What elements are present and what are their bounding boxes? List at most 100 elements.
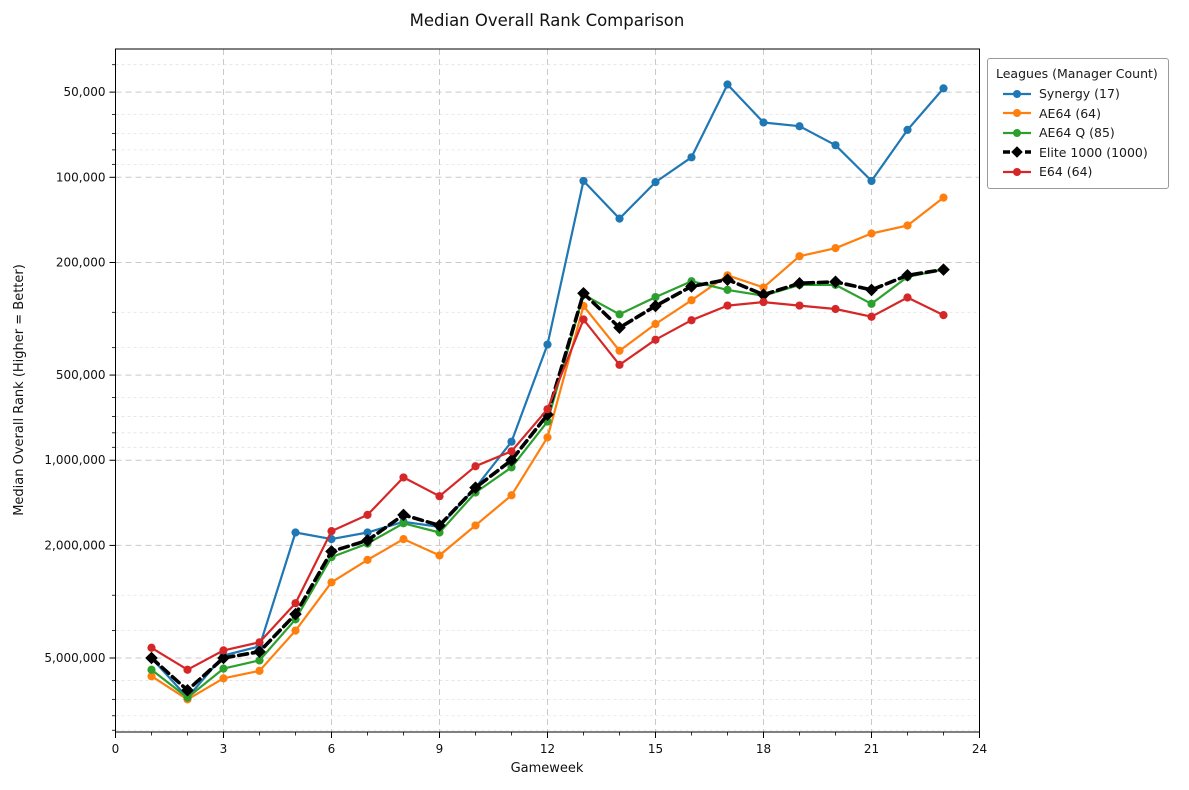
data-point-marker bbox=[219, 674, 228, 683]
data-point-marker bbox=[291, 599, 300, 608]
data-point-marker bbox=[723, 285, 732, 294]
data-point-marker bbox=[399, 535, 408, 544]
data-point-marker bbox=[831, 141, 840, 150]
data-point-marker bbox=[723, 301, 732, 310]
legend-entry: Synergy (17) bbox=[996, 84, 1158, 103]
data-point-marker bbox=[183, 693, 192, 702]
legend-entry-label: E64 (64) bbox=[1039, 163, 1093, 179]
data-point-marker bbox=[939, 84, 948, 93]
data-point-marker bbox=[939, 193, 948, 202]
legend-swatch-icon bbox=[1003, 167, 1031, 176]
data-point-marker bbox=[507, 491, 516, 500]
data-point-marker bbox=[541, 408, 554, 421]
data-point-marker bbox=[291, 626, 300, 635]
data-point-marker bbox=[399, 519, 408, 528]
data-point-marker bbox=[219, 664, 228, 673]
data-point-marker bbox=[723, 80, 732, 89]
data-point-marker bbox=[687, 153, 696, 162]
data-point-marker bbox=[903, 293, 912, 302]
data-point-marker bbox=[649, 299, 662, 313]
y-tick-label: 50,000 bbox=[64, 85, 106, 99]
legend-entry-label: AE64 Q (85) bbox=[1039, 125, 1115, 141]
data-point-marker bbox=[831, 244, 840, 253]
data-point-marker bbox=[363, 555, 372, 564]
data-point-marker bbox=[433, 519, 446, 532]
data-point-marker bbox=[579, 176, 588, 186]
data-point-marker bbox=[543, 340, 552, 349]
data-point-marker bbox=[579, 315, 588, 324]
x-tick-label: 21 bbox=[864, 742, 879, 756]
data-point-marker bbox=[435, 551, 444, 560]
data-point-marker bbox=[361, 534, 374, 547]
legend-entry: Elite 1000 (1000) bbox=[996, 143, 1158, 162]
chart-title: Median Overall Rank Comparison bbox=[410, 11, 685, 30]
data-point-marker bbox=[615, 360, 624, 369]
data-point-marker bbox=[651, 335, 660, 344]
legend-entry-label: Synergy (17) bbox=[1039, 86, 1120, 102]
data-point-marker bbox=[687, 296, 696, 305]
data-point-marker bbox=[867, 229, 876, 238]
y-tick-label: 1,000,000 bbox=[44, 453, 105, 467]
data-point-marker bbox=[903, 125, 912, 135]
y-tick-label: 2,000,000 bbox=[44, 538, 105, 552]
data-point-marker bbox=[651, 292, 660, 302]
data-point-marker bbox=[867, 299, 876, 308]
data-point-marker bbox=[147, 672, 156, 681]
data-point-marker bbox=[757, 288, 770, 302]
data-point-marker bbox=[795, 252, 804, 261]
data-point-marker bbox=[255, 638, 264, 647]
x-tick-label: 18 bbox=[756, 742, 771, 756]
data-point-marker bbox=[147, 643, 156, 652]
data-point-marker bbox=[651, 319, 660, 329]
data-point-marker bbox=[507, 447, 516, 456]
data-point-marker bbox=[795, 122, 804, 131]
data-point-marker bbox=[255, 666, 264, 675]
data-point-marker bbox=[327, 578, 336, 587]
data-point-marker bbox=[937, 263, 950, 276]
data-point-marker bbox=[289, 607, 302, 621]
legend-swatch-icon bbox=[1003, 90, 1031, 99]
data-point-marker bbox=[219, 646, 228, 655]
data-point-marker bbox=[471, 462, 480, 471]
data-point-marker bbox=[469, 481, 482, 494]
data-point-marker bbox=[687, 316, 696, 325]
data-point-marker bbox=[399, 473, 408, 482]
data-point-marker bbox=[505, 453, 518, 467]
legend-entry: E64 (64) bbox=[996, 162, 1158, 181]
data-point-marker bbox=[793, 277, 806, 290]
x-tick-label: 15 bbox=[648, 742, 663, 756]
legend-entries: Synergy (17) AE64 (64) AE64 Q (85) Elite 10… bbox=[996, 84, 1158, 181]
y-tick-label: 5,000,000 bbox=[44, 651, 105, 665]
data-point-marker bbox=[615, 346, 624, 355]
legend-entry: AE64 Q (85) bbox=[996, 123, 1158, 142]
data-point-marker bbox=[615, 214, 624, 223]
data-point-marker bbox=[507, 437, 516, 446]
data-point-marker bbox=[543, 405, 552, 414]
data-point-marker bbox=[903, 221, 912, 230]
axes: 0 3 6 9 12 15 18 21 24 50,000 100,000 200,000 500,00… bbox=[44, 48, 987, 756]
data-point-marker bbox=[363, 510, 372, 519]
data-point-marker bbox=[865, 283, 878, 297]
x-tick-label: 24 bbox=[972, 742, 987, 756]
gridlines bbox=[115, 49, 980, 732]
legend-entry-label: AE64 (64) bbox=[1039, 105, 1101, 121]
x-tick-label: 6 bbox=[328, 742, 336, 756]
data-point-marker bbox=[759, 118, 768, 127]
data-point-marker bbox=[147, 665, 156, 674]
data-point-marker bbox=[145, 651, 158, 665]
series-e64-64- bbox=[147, 293, 948, 674]
legend-swatch-icon bbox=[1003, 146, 1031, 158]
data-point-marker bbox=[867, 176, 876, 186]
data-point-marker bbox=[471, 521, 480, 530]
y-axis-label: Median Overall Rank (Higher = Better) bbox=[12, 264, 27, 516]
legend-swatch-icon bbox=[1003, 128, 1031, 137]
x-tick-label: 12 bbox=[540, 742, 555, 756]
data-point-marker bbox=[939, 311, 948, 320]
data-point-marker bbox=[507, 463, 516, 472]
data-point-marker bbox=[577, 286, 590, 300]
data-point-marker bbox=[613, 321, 626, 334]
legend-swatch-icon bbox=[1003, 109, 1031, 118]
data-point-marker bbox=[901, 268, 914, 282]
